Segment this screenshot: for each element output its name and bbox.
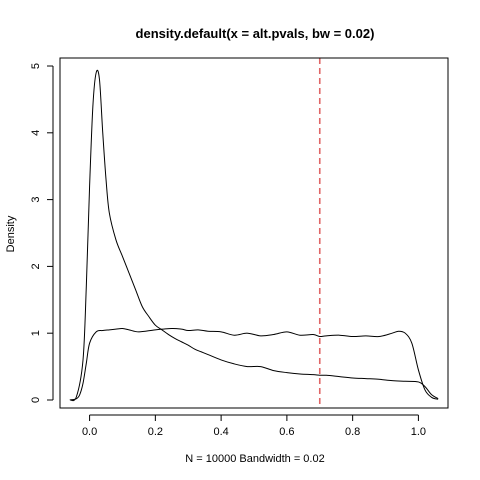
y-tick-label: 0 — [30, 397, 42, 403]
density-curve-1 — [69, 69, 439, 402]
y-tick-label: 5 — [30, 63, 42, 69]
plot-frame — [59, 57, 449, 409]
x-axis-label: N = 10000 Bandwidth = 0.02 — [185, 453, 324, 465]
x-tick-label: 0.4 — [213, 426, 228, 438]
chart-title: density.default(x = alt.pvals, bw = 0.02… — [136, 26, 375, 41]
y-tick-label: 4 — [30, 130, 42, 136]
y-tick-label: 3 — [30, 197, 42, 203]
y-tick-label: 1 — [30, 330, 42, 336]
y-axis-label: Density — [5, 215, 17, 252]
x-tick-label: 0.2 — [148, 426, 163, 438]
axes: 0.0 0.2 0.4 0.6 0.8 1.0 0 1 2 3 4 5 — [30, 63, 426, 438]
x-tick-label: 0.6 — [279, 426, 294, 438]
plot-area — [69, 58, 439, 408]
x-tick-label: 0.8 — [345, 426, 360, 438]
density-curve-2 — [69, 328, 439, 401]
x-tick-label: 1.0 — [411, 426, 426, 438]
x-tick-label: 0.0 — [82, 426, 97, 438]
y-tick-label: 2 — [30, 263, 42, 269]
